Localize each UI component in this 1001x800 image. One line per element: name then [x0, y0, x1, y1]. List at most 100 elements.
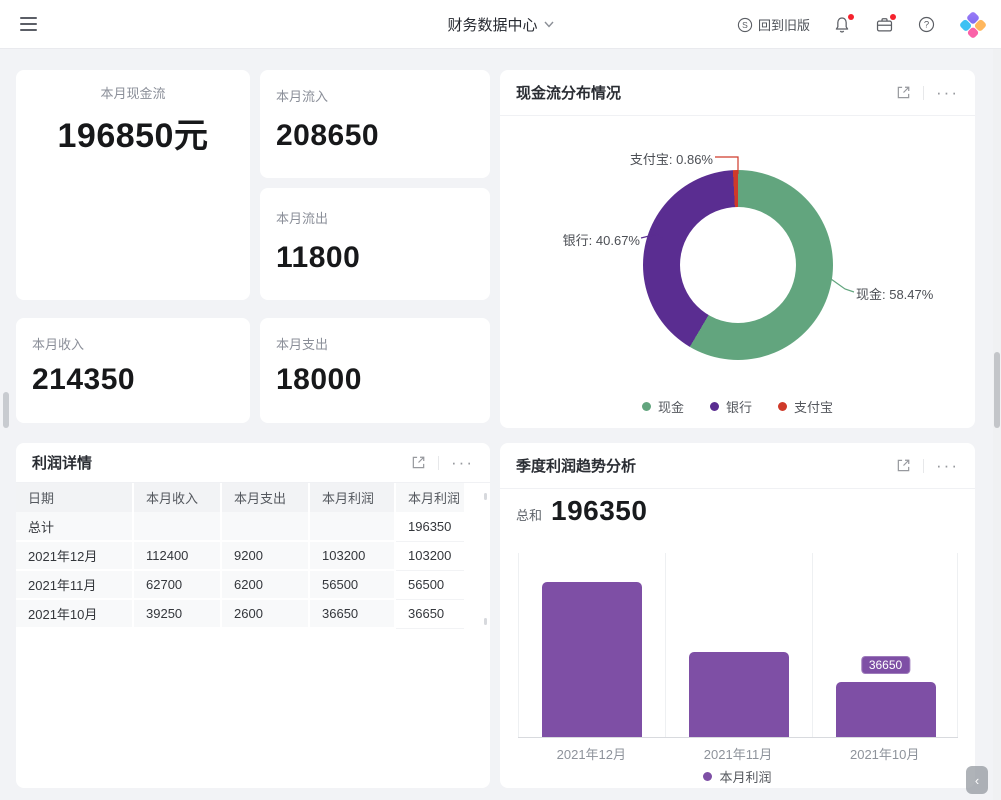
expand-icon[interactable] — [896, 85, 911, 100]
table-cell: 9200 — [221, 541, 310, 571]
stat-card-cashflow: 本月现金流 196850元 — [16, 70, 250, 300]
table-cell: 196350 — [395, 512, 466, 542]
bar-2021-11[interactable] — [688, 652, 789, 737]
scroll-hint-bottom — [484, 618, 487, 625]
bar-2021-12[interactable] — [541, 582, 642, 737]
x-axis-labels: 2021年12月 2021年11月 2021年10月 — [518, 744, 958, 763]
legend-item-profit[interactable]: 本月利润 — [703, 767, 772, 786]
stat-value: 18000 — [276, 363, 362, 396]
bar-plot: 36650 — [518, 553, 958, 738]
stat-value: 208650 — [276, 119, 380, 152]
table-cell: 56500 — [309, 570, 396, 600]
collapse-panel-button[interactable]: ‹ — [966, 766, 988, 794]
chevron-down-icon[interactable] — [543, 21, 554, 28]
help-button[interactable]: ? — [916, 15, 936, 35]
table-cell: 36650 — [309, 599, 396, 629]
stat-card-expense: 本月支出 18000 — [260, 318, 490, 423]
stat-label: 本月流出 — [276, 211, 329, 226]
divider — [438, 455, 440, 470]
history-icon: S — [737, 17, 753, 32]
col-header[interactable]: 本月收入 — [133, 483, 222, 512]
table-cell: 2021年10月 — [16, 599, 134, 629]
trend-chart-card: 季度利润趋势分析 ··· 总和 196350 — [500, 443, 975, 788]
table-cell: 36650 — [395, 599, 466, 629]
table-cell — [221, 512, 310, 542]
left-drawer-handle[interactable] — [3, 392, 9, 428]
col-header[interactable]: 本月利润 — [309, 483, 396, 512]
card-title: 利润详情 — [32, 455, 93, 472]
stat-card-inflow: 本月流入 208650 — [260, 70, 490, 178]
x-tick: 2021年11月 — [703, 747, 773, 762]
bar-2021-10[interactable] — [835, 682, 936, 737]
legend-label: 银行 — [725, 400, 752, 415]
table-cell: 2021年12月 — [16, 541, 134, 571]
more-icon[interactable]: ··· — [936, 455, 959, 475]
page-title[interactable]: 财务数据中心 — [447, 17, 538, 34]
x-tick: 2021年10月 — [849, 747, 920, 762]
gridline — [518, 553, 519, 737]
legend-item-bank[interactable]: 银行 — [709, 397, 752, 416]
trend-legend: 本月利润 — [500, 767, 975, 786]
legend-dot — [709, 402, 719, 411]
back-to-old-label: 回到旧版 — [757, 18, 810, 33]
bar-slot-dec — [518, 553, 665, 737]
menu-icon[interactable] — [20, 17, 37, 31]
message-badge — [890, 13, 896, 20]
page-scrollbar-thumb[interactable] — [994, 352, 1000, 428]
table-cell: 112400 — [133, 541, 222, 571]
svg-text:S: S — [742, 20, 748, 30]
card-header: 季度利润趋势分析 ··· — [500, 443, 975, 489]
navbar-actions: S 回到旧版 — [737, 0, 988, 49]
sum-label: 总和 — [516, 508, 543, 523]
notification-badge — [848, 13, 854, 20]
stat-value: 214350 — [32, 363, 136, 396]
x-tick: 2021年12月 — [556, 747, 627, 762]
table-row: 总计 196350 — [16, 512, 466, 542]
card-tools: ··· — [411, 452, 474, 472]
stat-value: 196850元 — [57, 117, 209, 155]
messages-button[interactable] — [874, 13, 896, 35]
table-cell: 56500 — [395, 570, 466, 600]
col-header[interactable]: 本月利润 — [395, 483, 466, 512]
logo-diamonds-icon — [958, 10, 988, 39]
col-header[interactable]: 日期 — [16, 483, 134, 512]
trend-sum: 总和 196350 — [516, 495, 647, 527]
stat-label: 本月现金流 — [100, 86, 166, 101]
chevron-left-icon: ‹ — [974, 772, 980, 788]
stat-label: 本月收入 — [32, 337, 85, 352]
more-icon[interactable]: ··· — [936, 82, 959, 102]
bar-slot-nov — [665, 553, 812, 737]
briefcase-icon — [876, 17, 892, 31]
back-to-old-version-button[interactable]: S 回到旧版 — [737, 15, 810, 34]
legend-dot — [778, 402, 787, 411]
table-cell: 103200 — [309, 541, 396, 571]
legend-item-cash[interactable]: 现金 — [641, 397, 684, 416]
legend-label: 本月利润 — [719, 770, 772, 785]
profit-table-card: 利润详情 ··· 日期 本月收入 本月支出 本月利润 — [16, 443, 490, 788]
table-cell — [133, 512, 222, 542]
card-header: 利润详情 ··· — [16, 443, 490, 483]
svg-text:?: ? — [923, 20, 928, 31]
stat-label: 本月流入 — [276, 89, 329, 104]
donut-ring[interactable] — [643, 170, 833, 360]
donut-hole — [680, 207, 796, 323]
bar-data-label: 36650 — [860, 656, 911, 674]
col-header[interactable]: 本月支出 — [221, 483, 310, 512]
card-header: 现金流分布情况 ··· — [500, 70, 975, 116]
top-navbar: 财务数据中心 S 回到旧版 — [0, 0, 1001, 49]
notifications-button[interactable] — [832, 13, 854, 35]
expand-icon[interactable] — [896, 458, 911, 473]
scroll-hint-top — [484, 493, 487, 500]
legend-item-alipay[interactable]: 支付宝 — [778, 397, 833, 416]
bar-slot-oct: 36650 — [812, 553, 959, 737]
table-cell: 2021年11月 — [16, 570, 134, 600]
expand-icon[interactable] — [411, 455, 426, 470]
gridline — [665, 553, 666, 737]
more-icon[interactable]: ··· — [451, 452, 474, 472]
slice-label-alipay: 支付宝: 0.86% — [629, 152, 713, 167]
table-cell — [309, 512, 396, 542]
card-tools: ··· — [896, 455, 959, 475]
stat-card-outflow: 本月流出 11800 — [260, 188, 490, 300]
app-logo[interactable] — [958, 10, 988, 40]
